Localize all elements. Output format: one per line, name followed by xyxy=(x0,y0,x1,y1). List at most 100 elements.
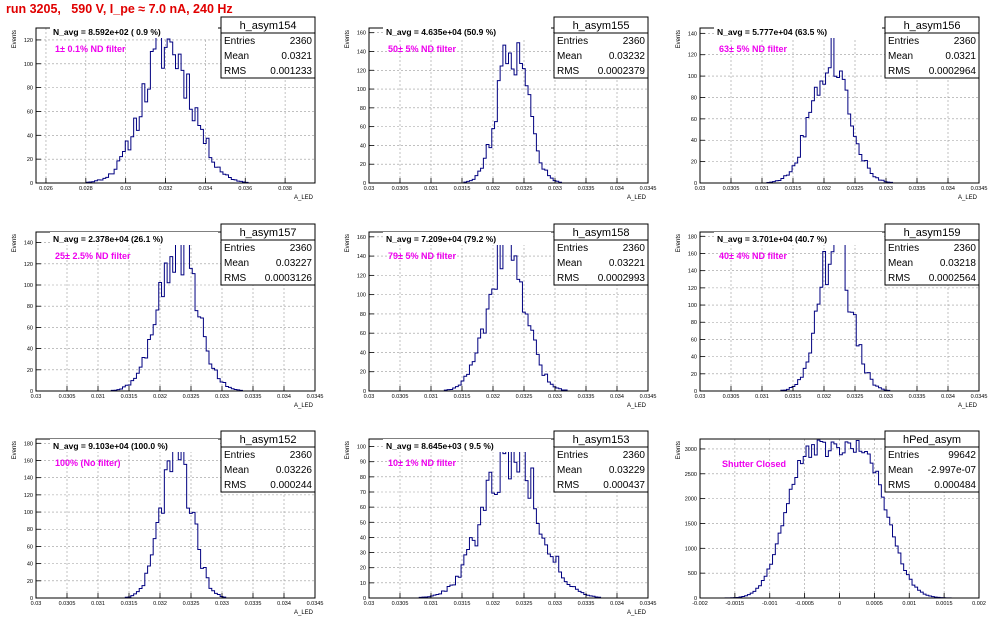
y-tick-label: 100 xyxy=(357,87,366,93)
x-tick-label: 0.031 xyxy=(91,394,105,400)
histogram-panel: 0.03 0.0305 0.031 0.0315 0.032 0.0325 0.033 0.0… xyxy=(12,223,324,409)
y-tick-label: 30 xyxy=(360,551,366,557)
stats-value: 0.0002379 xyxy=(598,66,646,77)
stats-value: 2360 xyxy=(290,450,313,461)
x-tick-label: 0.03 xyxy=(364,186,375,192)
histogram-panel: -0.002 -0.0015 -0.001 -0.0005 0 0.0005 0.001 0.… xyxy=(676,430,986,607)
y-tick-label: 80 xyxy=(360,106,366,112)
histogram-title: N_avg = 3.701e+04 (40.7 %) xyxy=(717,234,827,244)
histogram-panel: 0.03 0.0305 0.031 0.0315 0.032 0.0325 0.033 0.0… xyxy=(676,16,987,201)
x-tick-label: 0.0335 xyxy=(909,186,926,192)
x-axis-label: A_LED xyxy=(958,403,978,409)
y-tick-label: 20 xyxy=(27,368,33,374)
y-tick-label: 500 xyxy=(688,571,697,577)
page-title: run 3205, 590 V, I_pe ≈ 7.0 nA, 240 Hz xyxy=(6,2,233,16)
filter-annotation: 100% (No filter) xyxy=(55,458,121,468)
x-tick-label: 0.034 xyxy=(610,186,624,192)
stats-label: Mean xyxy=(224,258,249,269)
stats-value: 2360 xyxy=(954,36,977,47)
histogram-title: N_avg = 2.378e+04 (26.1 %) xyxy=(53,234,163,244)
stats-label: Mean xyxy=(224,51,249,62)
histogram-name: h_asym159 xyxy=(904,227,961,239)
x-tick-label: 0.0305 xyxy=(723,186,740,192)
histogram-title: N_avg = 7.209e+04 (79.2 %) xyxy=(386,234,496,244)
y-tick-label: 120 xyxy=(688,286,697,292)
x-tick-label: 0.0345 xyxy=(640,601,657,607)
histogram-bars xyxy=(369,438,648,599)
y-axis-label: Events xyxy=(345,441,351,459)
y-tick-label: 120 xyxy=(688,53,697,59)
stats-label: Entries xyxy=(224,36,255,47)
y-tick-label: 1000 xyxy=(685,546,697,552)
x-tick-label: 0.036 xyxy=(238,186,252,192)
x-tick-label: 0.0335 xyxy=(245,394,262,400)
stats-box xyxy=(884,430,980,493)
stats-label: Entries xyxy=(557,36,588,47)
x-axis-label: A_LED xyxy=(294,610,314,616)
x-tick-label: 0.0305 xyxy=(59,601,76,607)
y-tick-label: 100 xyxy=(24,62,33,68)
x-axis-label: A_LED xyxy=(294,195,314,201)
x-tick-label: 0.03 xyxy=(695,186,706,192)
histogram-name: hPed_asym xyxy=(903,434,961,446)
x-tick-label: 0.0315 xyxy=(121,601,138,607)
x-tick-label: 0.0305 xyxy=(59,394,76,400)
stats-box xyxy=(553,16,649,79)
stats-label: RMS xyxy=(888,480,911,491)
filter-annotation: Shutter Closed xyxy=(722,459,786,469)
stats-box xyxy=(553,430,649,493)
y-tick-label: 40 xyxy=(27,347,33,353)
stats-value: -2.997e-07 xyxy=(928,465,977,476)
x-tick-label: 0.031 xyxy=(424,601,438,607)
x-tick-label: 0.0335 xyxy=(578,186,595,192)
title-backdrop xyxy=(383,439,551,452)
y-tick-label: 60 xyxy=(360,125,366,131)
y-tick-label: 60 xyxy=(691,117,697,123)
y-tick-label: 60 xyxy=(360,331,366,337)
x-tick-label: 0.03 xyxy=(120,186,131,192)
y-tick-label: 120 xyxy=(24,493,33,499)
y-tick-label: 80 xyxy=(691,320,697,326)
stats-label: Entries xyxy=(224,243,255,254)
y-tick-label: 20 xyxy=(691,160,697,166)
x-tick-label: 0.034 xyxy=(277,394,291,400)
y-tick-label: 0 xyxy=(363,181,366,187)
stats-box xyxy=(553,223,649,286)
y-axis-label: Events xyxy=(345,234,351,252)
x-tick-label: 0.031 xyxy=(91,601,105,607)
filter-annotation: 63± 5% ND filter xyxy=(719,44,787,54)
stats-box xyxy=(884,223,980,286)
title-backdrop xyxy=(50,439,218,452)
x-tick-label: 0.0335 xyxy=(578,601,595,607)
stats-label: Mean xyxy=(557,465,582,476)
y-tick-label: 80 xyxy=(27,86,33,92)
x-tick-label: 0.0305 xyxy=(723,394,740,400)
y-tick-label: 140 xyxy=(688,269,697,275)
y-tick-label: 100 xyxy=(24,283,33,289)
x-tick-label: 0.026 xyxy=(39,186,53,192)
x-tick-label: 0.03 xyxy=(695,394,706,400)
x-tick-label: 0.0345 xyxy=(307,394,324,400)
y-tick-label: 100 xyxy=(688,303,697,309)
y-tick-label: 180 xyxy=(688,234,697,240)
x-tick-label: 0.0305 xyxy=(392,601,409,607)
x-axis-label: A_LED xyxy=(627,195,647,201)
y-tick-label: 0 xyxy=(30,389,33,395)
histogram-title: N_avg = 9.103e+04 (100.0 %) xyxy=(53,441,168,451)
y-tick-label: 40 xyxy=(27,133,33,139)
stats-value: 2360 xyxy=(623,450,646,461)
x-tick-label: 0.034 xyxy=(941,394,955,400)
y-tick-label: 10 xyxy=(360,581,366,587)
y-tick-label: 80 xyxy=(360,312,366,318)
x-tick-label: 0.034 xyxy=(199,186,213,192)
stats-label: RMS xyxy=(888,66,911,77)
x-tick-label: 0.0305 xyxy=(392,394,409,400)
x-tick-label: 0.033 xyxy=(548,394,562,400)
stats-value: 0.03226 xyxy=(276,465,313,476)
y-tick-label: 160 xyxy=(24,458,33,464)
histogram-name: h_asym154 xyxy=(240,20,297,32)
title-backdrop xyxy=(383,232,551,245)
filter-annotation: 40± 4% ND filter xyxy=(719,251,787,261)
y-tick-label: 140 xyxy=(24,241,33,247)
y-axis-label: Events xyxy=(676,30,682,48)
